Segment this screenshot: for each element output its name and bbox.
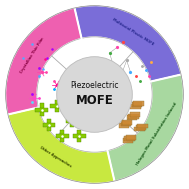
Circle shape: [57, 57, 132, 132]
Text: Halogen Metal Substitution Induced: Halogen Metal Substitution Induced: [136, 101, 178, 166]
Text: MOFE: MOFE: [76, 94, 113, 107]
Bar: [130, 104, 141, 109]
Bar: [126, 135, 136, 140]
Bar: [130, 112, 140, 117]
Text: Other Approaches: Other Approaches: [39, 145, 72, 168]
Bar: [70, 115, 74, 127]
Bar: [137, 124, 148, 128]
Bar: [43, 123, 55, 127]
Wedge shape: [8, 108, 115, 183]
Bar: [55, 100, 59, 112]
Wedge shape: [74, 6, 181, 81]
Bar: [119, 123, 129, 128]
Circle shape: [37, 37, 152, 152]
Bar: [132, 102, 142, 107]
Text: Crystalline Thin Film: Crystalline Thin Film: [20, 37, 45, 74]
Bar: [128, 114, 139, 119]
Wedge shape: [108, 74, 183, 181]
Bar: [47, 119, 51, 131]
Bar: [35, 108, 48, 112]
Bar: [124, 136, 135, 141]
Bar: [66, 119, 78, 123]
Bar: [123, 138, 133, 143]
Bar: [40, 103, 44, 116]
Bar: [56, 134, 69, 138]
Bar: [133, 101, 144, 106]
Bar: [134, 127, 145, 131]
Bar: [122, 120, 132, 125]
Text: Multiaxial Plastic MOFE: Multiaxial Plastic MOFE: [112, 18, 155, 47]
Bar: [73, 134, 86, 138]
Bar: [60, 130, 64, 142]
Bar: [121, 121, 131, 126]
Bar: [77, 130, 81, 142]
Wedge shape: [6, 8, 81, 115]
Text: Piezoelectric: Piezoelectric: [70, 81, 119, 91]
Bar: [127, 115, 137, 120]
Bar: [136, 125, 146, 130]
Bar: [50, 104, 63, 108]
